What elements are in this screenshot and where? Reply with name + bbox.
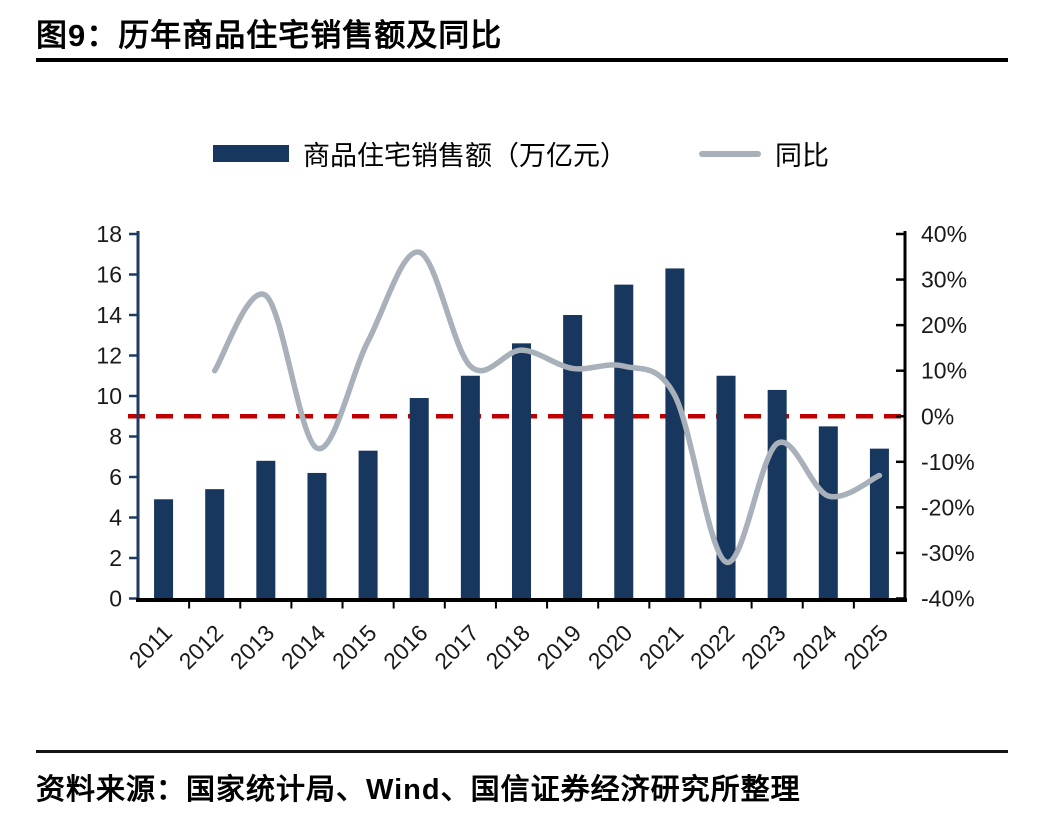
bar-2018 <box>512 343 531 600</box>
title-underline <box>36 58 1008 62</box>
chart-legend: 商品住宅销售额（万亿元） 同比 <box>0 134 1042 173</box>
x-axis-year-label: 2024 <box>787 620 842 675</box>
legend-item-sales: 商品住宅销售额（万亿元） <box>213 134 627 173</box>
left-axis-label: 8 <box>109 424 122 450</box>
bar-2011 <box>154 499 174 600</box>
bar-2012 <box>205 489 225 600</box>
x-axis-year-label: 2013 <box>225 620 280 675</box>
x-axis-year-label: 2014 <box>276 620 331 675</box>
left-axis-label: 2 <box>109 545 122 571</box>
bar-2019 <box>563 315 583 600</box>
yoy-line <box>211 249 883 565</box>
right-axis-label: 0% <box>921 403 954 429</box>
left-axis-label: 4 <box>109 505 122 531</box>
x-axis-year-label: 2011 <box>124 620 177 673</box>
bar-2014 <box>307 472 327 600</box>
right-axis-label: 30% <box>921 267 967 293</box>
left-axis-label: 18 <box>96 221 122 247</box>
bar-2015 <box>358 450 378 600</box>
bar-series-label: 商品住宅销售额（万亿元） <box>303 141 627 171</box>
bar-series-swatch <box>213 145 289 162</box>
x-axis-year-label: 2023 <box>736 620 791 675</box>
right-axis-label: -40% <box>921 586 975 612</box>
line-series-swatch <box>699 150 761 157</box>
left-axis-label: 12 <box>96 343 122 369</box>
right-axis-label: 10% <box>921 358 967 384</box>
right-axis-label: 20% <box>921 312 967 338</box>
x-axis-year-label: 2015 <box>327 620 382 675</box>
right-axis-label: 40% <box>921 221 967 247</box>
bar-2024 <box>818 426 838 600</box>
bar-2021 <box>665 268 685 600</box>
left-axis-label: 10 <box>96 383 122 409</box>
source-text: 资料来源：国家统计局、Wind、国信证券经济研究所整理 <box>36 774 801 806</box>
x-axis-year-label: 2018 <box>480 620 535 675</box>
x-axis-year-label: 2021 <box>634 620 689 675</box>
left-axis-label: 16 <box>96 262 122 288</box>
bar-2013 <box>256 460 276 600</box>
figure-title: 图9：历年商品住宅销售额及同比 <box>36 18 503 53</box>
x-axis-year-label: 2016 <box>378 620 433 675</box>
right-axis-label: -20% <box>921 494 975 520</box>
bar-2023 <box>767 389 787 600</box>
bar-2017 <box>460 375 480 600</box>
right-axis-label: -10% <box>921 449 975 475</box>
x-axis-year-label: 2017 <box>429 620 484 675</box>
bar-2020 <box>614 284 634 600</box>
x-axis-year-label: 2019 <box>532 620 587 675</box>
bar-2016 <box>409 398 429 600</box>
right-axis-label: -30% <box>921 540 975 566</box>
legend-item-yoy: 同比 <box>699 134 829 173</box>
bar-2022 <box>716 375 736 600</box>
left-axis-label: 0 <box>109 586 122 612</box>
bar-2025 <box>869 448 889 600</box>
left-axis-label: 6 <box>109 464 122 490</box>
x-axis-year-label: 2025 <box>838 620 893 675</box>
line-series-label: 同比 <box>775 141 829 171</box>
source-divider <box>36 750 1008 753</box>
left-axis-label: 14 <box>96 302 122 328</box>
x-axis-year-label: 2022 <box>685 620 740 675</box>
x-axis-year-label: 2020 <box>583 620 638 675</box>
x-axis-year-label: 2012 <box>174 620 229 675</box>
